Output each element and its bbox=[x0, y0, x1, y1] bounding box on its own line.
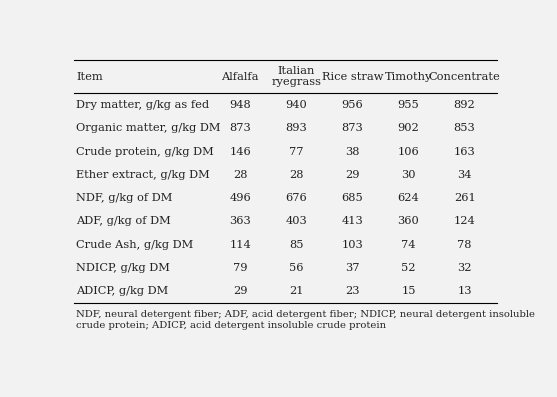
Text: 124: 124 bbox=[454, 216, 476, 226]
Text: 363: 363 bbox=[229, 216, 251, 226]
Text: 892: 892 bbox=[454, 100, 476, 110]
Text: 676: 676 bbox=[285, 193, 307, 203]
Text: 21: 21 bbox=[289, 286, 304, 296]
Text: 23: 23 bbox=[345, 286, 360, 296]
Text: 956: 956 bbox=[341, 100, 363, 110]
Text: 403: 403 bbox=[285, 216, 307, 226]
Text: 103: 103 bbox=[341, 239, 363, 249]
Text: 29: 29 bbox=[233, 286, 247, 296]
Text: 261: 261 bbox=[454, 193, 476, 203]
Text: 106: 106 bbox=[398, 146, 419, 156]
Text: 56: 56 bbox=[289, 263, 304, 273]
Text: NDF, g/kg of DM: NDF, g/kg of DM bbox=[76, 193, 173, 203]
Text: ADF, g/kg of DM: ADF, g/kg of DM bbox=[76, 216, 171, 226]
Text: 853: 853 bbox=[454, 123, 476, 133]
Text: Crude Ash, g/kg DM: Crude Ash, g/kg DM bbox=[76, 239, 193, 249]
Text: NDICP, g/kg DM: NDICP, g/kg DM bbox=[76, 263, 170, 273]
Text: 77: 77 bbox=[289, 146, 304, 156]
Text: 37: 37 bbox=[345, 263, 360, 273]
Text: 30: 30 bbox=[401, 170, 416, 180]
Text: 685: 685 bbox=[341, 193, 363, 203]
Text: 948: 948 bbox=[229, 100, 251, 110]
Text: 940: 940 bbox=[285, 100, 307, 110]
Text: 29: 29 bbox=[345, 170, 360, 180]
Text: 893: 893 bbox=[285, 123, 307, 133]
Text: 13: 13 bbox=[457, 286, 472, 296]
Text: 79: 79 bbox=[233, 263, 247, 273]
Text: Alfalfa: Alfalfa bbox=[221, 72, 259, 82]
Text: 163: 163 bbox=[454, 146, 476, 156]
Text: 38: 38 bbox=[345, 146, 360, 156]
Text: 28: 28 bbox=[233, 170, 247, 180]
Text: 34: 34 bbox=[457, 170, 472, 180]
Text: NDF, neural detergent fiber; ADF, acid detergent fiber; NDICP, neural detergent : NDF, neural detergent fiber; ADF, acid d… bbox=[76, 310, 535, 330]
Text: 902: 902 bbox=[398, 123, 419, 133]
Text: ADICP, g/kg DM: ADICP, g/kg DM bbox=[76, 286, 168, 296]
Text: 624: 624 bbox=[398, 193, 419, 203]
Text: 74: 74 bbox=[401, 239, 416, 249]
Text: 28: 28 bbox=[289, 170, 304, 180]
Text: 955: 955 bbox=[398, 100, 419, 110]
Text: 360: 360 bbox=[398, 216, 419, 226]
Text: Timothy: Timothy bbox=[385, 72, 432, 82]
Text: Ether extract, g/kg DM: Ether extract, g/kg DM bbox=[76, 170, 210, 180]
Text: 873: 873 bbox=[341, 123, 363, 133]
Text: Dry matter, g/kg as fed: Dry matter, g/kg as fed bbox=[76, 100, 209, 110]
Text: 114: 114 bbox=[229, 239, 251, 249]
Text: 146: 146 bbox=[229, 146, 251, 156]
Text: 52: 52 bbox=[401, 263, 416, 273]
Text: Rice straw: Rice straw bbox=[321, 72, 383, 82]
Text: Item: Item bbox=[76, 72, 103, 82]
Text: 85: 85 bbox=[289, 239, 304, 249]
Text: Italian
ryegrass: Italian ryegrass bbox=[271, 66, 321, 87]
Text: 32: 32 bbox=[457, 263, 472, 273]
Text: Concentrate: Concentrate bbox=[429, 72, 501, 82]
Text: Organic matter, g/kg DM: Organic matter, g/kg DM bbox=[76, 123, 221, 133]
Text: 496: 496 bbox=[229, 193, 251, 203]
Text: Crude protein, g/kg DM: Crude protein, g/kg DM bbox=[76, 146, 214, 156]
Text: 873: 873 bbox=[229, 123, 251, 133]
Text: 78: 78 bbox=[457, 239, 472, 249]
Text: 413: 413 bbox=[341, 216, 363, 226]
Text: 15: 15 bbox=[401, 286, 416, 296]
